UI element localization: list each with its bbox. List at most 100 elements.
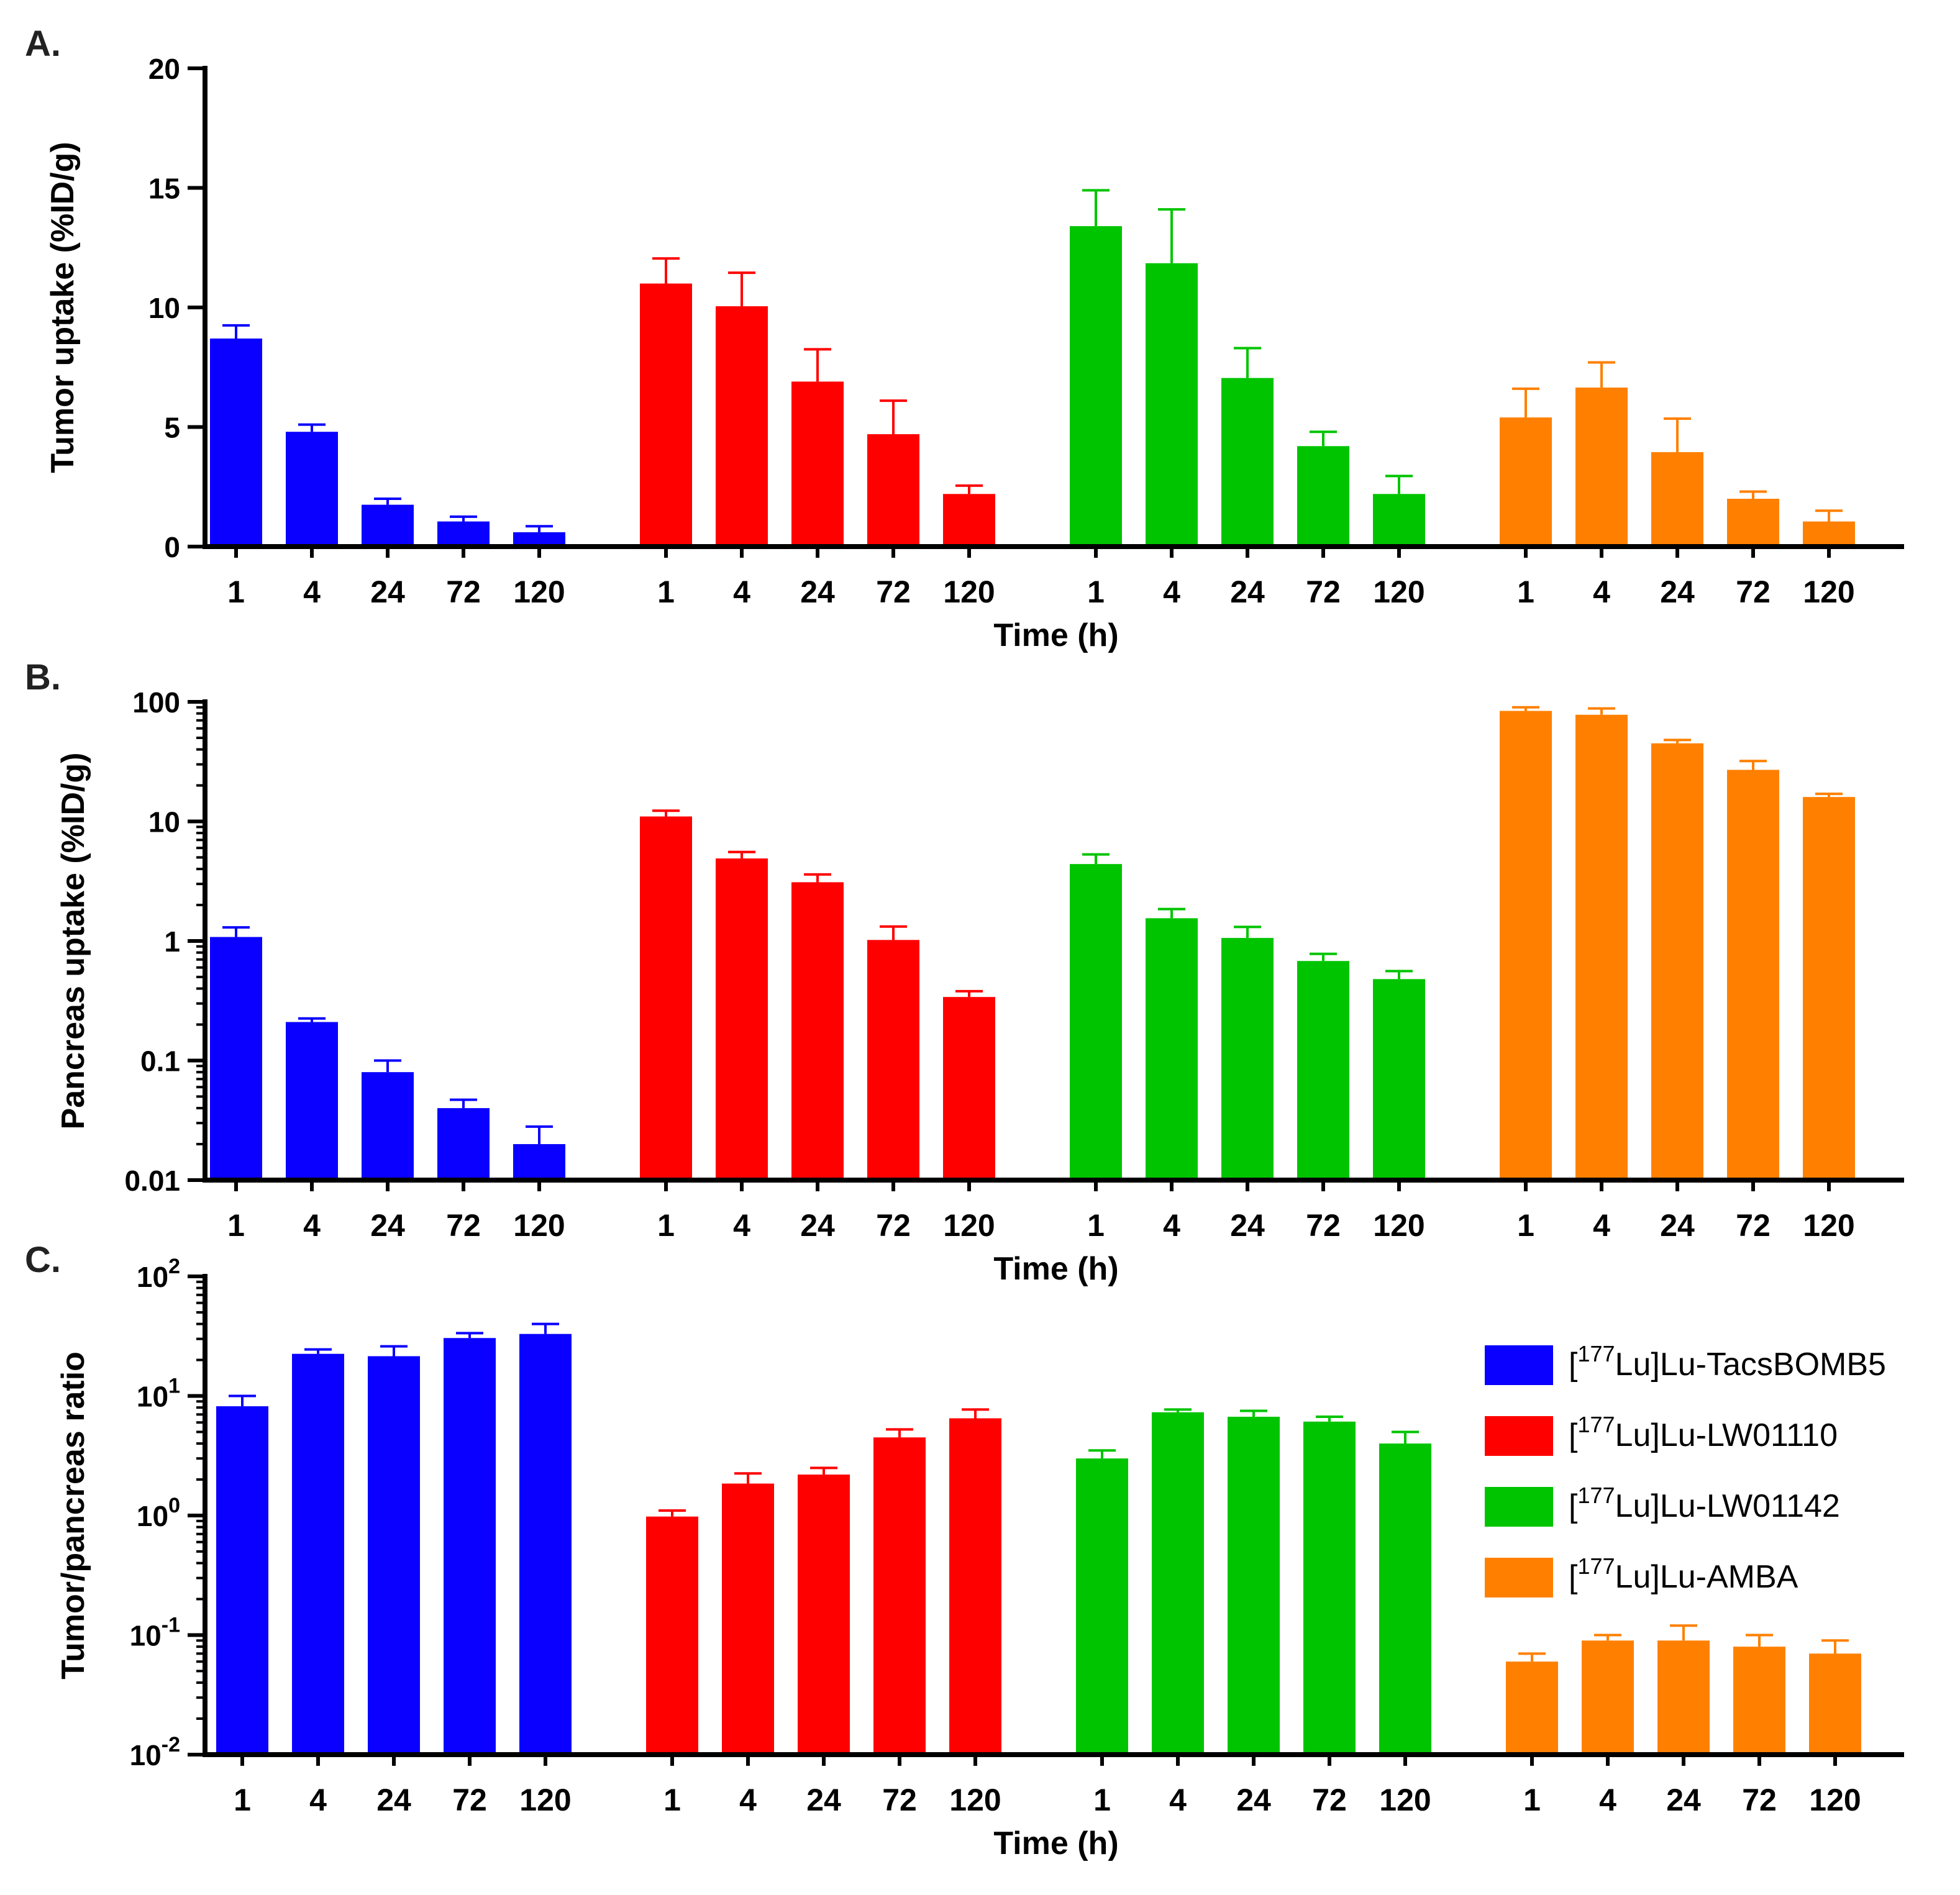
bar bbox=[640, 283, 692, 547]
axes bbox=[203, 66, 1904, 549]
y-tick-exponent: -1 bbox=[162, 1614, 180, 1637]
x-tick-label: 4 bbox=[733, 1208, 750, 1243]
bar bbox=[722, 1483, 774, 1755]
bar bbox=[1651, 743, 1703, 1180]
panel-a: A. 1 4 24 72 120 1 4 24 72 120 1 4 24 72 120 1 4 24 72 120 0 5… bbox=[25, 24, 1904, 653]
panel-b: B. 1 4 24 72 120 1 4 24 72 120 1 4 24 72 120 1 4 24 72 120 0.… bbox=[25, 657, 1904, 1287]
x-axis-title: Time (h) bbox=[993, 617, 1118, 653]
x-tick-label: 24 bbox=[1660, 1208, 1695, 1243]
legend-superscript: 177 bbox=[1577, 1341, 1615, 1366]
bar bbox=[1146, 918, 1198, 1180]
y-tick-label: 101 bbox=[137, 1375, 180, 1413]
bar bbox=[1727, 770, 1779, 1180]
x-tick-label: 72 bbox=[876, 575, 911, 609]
y-tick-exponent: 2 bbox=[168, 1255, 180, 1278]
bar bbox=[867, 434, 919, 547]
legend-prefix: [ bbox=[1569, 1417, 1578, 1453]
bar bbox=[216, 1406, 268, 1755]
bar bbox=[1575, 714, 1628, 1180]
legend-prefix: [ bbox=[1569, 1488, 1578, 1524]
bar bbox=[210, 339, 262, 547]
bar bbox=[716, 858, 768, 1180]
x-tick-label: 24 bbox=[370, 575, 405, 609]
bar bbox=[1221, 938, 1274, 1180]
x-tick-label: 120 bbox=[1379, 1783, 1431, 1817]
bar bbox=[210, 937, 262, 1180]
bar bbox=[1379, 1443, 1431, 1755]
bar bbox=[362, 1072, 414, 1180]
x-tick-label: 72 bbox=[876, 1208, 911, 1243]
y-tick-label: 10-2 bbox=[130, 1733, 180, 1771]
x-tick-label: 120 bbox=[1373, 1208, 1424, 1243]
x-tick-label: 120 bbox=[1809, 1783, 1861, 1817]
x-tick-label: 120 bbox=[943, 575, 995, 609]
bar bbox=[1803, 797, 1855, 1180]
y-tick-label: 102 bbox=[137, 1255, 180, 1293]
bar bbox=[292, 1353, 344, 1755]
y-tick-exponent: -2 bbox=[162, 1733, 180, 1756]
legend-suffix: Lu]Lu-LW01110 bbox=[1615, 1417, 1838, 1453]
y-axis-title: Pancreas uptake (%ID/g) bbox=[55, 753, 91, 1130]
bar bbox=[1076, 1458, 1128, 1755]
bar bbox=[513, 532, 565, 547]
bar bbox=[1809, 1653, 1861, 1755]
bar bbox=[1303, 1421, 1356, 1755]
bar bbox=[1228, 1416, 1280, 1755]
x-tick-label: 4 bbox=[309, 1783, 327, 1817]
y-tick-label: 0.1 bbox=[140, 1045, 180, 1078]
x-tick-label: 24 bbox=[1230, 1208, 1265, 1243]
bar bbox=[1221, 378, 1274, 547]
x-tick-label: 4 bbox=[1599, 1783, 1616, 1817]
x-tick-label: 72 bbox=[452, 1783, 487, 1817]
x-tick-label: 1 bbox=[657, 575, 675, 609]
legend: [177Lu]Lu-TacsBOMB5[177Lu]Lu-LW01110[177… bbox=[1485, 1341, 1886, 1597]
y-tick-label: 10 bbox=[148, 292, 180, 324]
legend-label: [177Lu]Lu-AMBA bbox=[1569, 1553, 1798, 1595]
bar bbox=[519, 1334, 572, 1755]
x-tick-label: 1 bbox=[227, 1208, 245, 1243]
legend-prefix: [ bbox=[1569, 1347, 1578, 1383]
y-tick-label: 15 bbox=[148, 173, 180, 205]
x-tick-label: 72 bbox=[446, 575, 481, 609]
x-tick-label: 72 bbox=[446, 1208, 481, 1243]
x-tick-label: 120 bbox=[1373, 575, 1424, 609]
legend-swatch bbox=[1485, 1416, 1553, 1456]
bar bbox=[1582, 1640, 1634, 1755]
x-tick-label: 120 bbox=[513, 1208, 565, 1243]
bar bbox=[1500, 417, 1552, 547]
y-tick-label: 5 bbox=[164, 412, 180, 444]
y-tick-label: 10 bbox=[148, 806, 180, 838]
legend-suffix: Lu]Lu-TacsBOMB5 bbox=[1615, 1347, 1886, 1383]
x-tick-label: 72 bbox=[1736, 1208, 1771, 1243]
x-axis-title: Time (h) bbox=[993, 1825, 1118, 1861]
bar bbox=[1373, 494, 1425, 547]
bar bbox=[1297, 961, 1349, 1180]
x-tick-label: 4 bbox=[1163, 1208, 1180, 1243]
bar bbox=[798, 1475, 850, 1755]
x-tick-label: 4 bbox=[733, 575, 750, 609]
y-tick-label: 0.01 bbox=[124, 1165, 180, 1197]
x-tick-label: 1 bbox=[663, 1783, 681, 1817]
legend-suffix: Lu]Lu-LW01142 bbox=[1615, 1488, 1840, 1524]
legend-swatch bbox=[1485, 1487, 1553, 1527]
bar bbox=[791, 381, 844, 547]
bar bbox=[1657, 1640, 1710, 1755]
bar bbox=[444, 1338, 496, 1755]
x-tick-label: 4 bbox=[303, 575, 321, 609]
bar bbox=[1803, 521, 1855, 547]
y-tick-label: 20 bbox=[148, 53, 180, 85]
panel-label: C. bbox=[25, 1240, 61, 1280]
panel-label: A. bbox=[25, 24, 61, 64]
y-tick-label: 0 bbox=[164, 531, 180, 563]
x-tick-label: 4 bbox=[1169, 1783, 1187, 1817]
x-tick-label: 24 bbox=[800, 575, 835, 609]
x-tick-label: 120 bbox=[513, 575, 565, 609]
x-tick-label: 24 bbox=[1236, 1783, 1271, 1817]
bar bbox=[1506, 1661, 1558, 1755]
y-tick-label: 100 bbox=[132, 686, 180, 719]
bar bbox=[943, 997, 995, 1180]
x-tick-label: 4 bbox=[739, 1783, 757, 1817]
x-tick-label: 24 bbox=[806, 1783, 841, 1817]
x-tick-label: 72 bbox=[1306, 575, 1341, 609]
legend-label: [177Lu]Lu-LW01142 bbox=[1569, 1483, 1840, 1524]
